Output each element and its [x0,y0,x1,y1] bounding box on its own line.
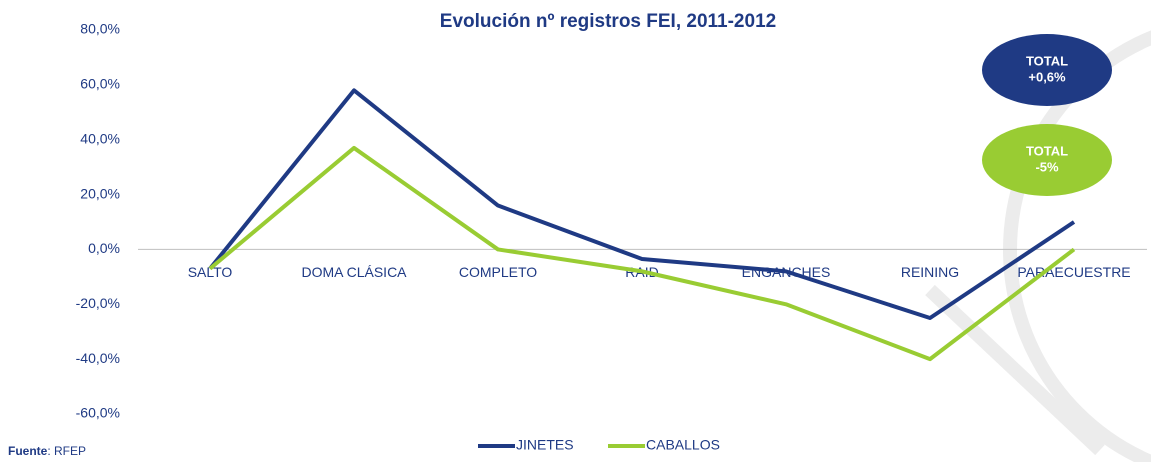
y-tick-label: -40,0% [76,350,120,366]
total-text: +0,6% [1028,69,1066,84]
y-tick-label: -20,0% [76,295,120,311]
total-badge [982,34,1112,106]
x-tick-label: COMPLETO [459,264,537,280]
legend-label: CABALLOS [646,437,720,453]
x-tick-label: DOMA CLÁSICA [301,264,407,280]
watermark-bar [925,284,1105,456]
total-text: -5% [1035,159,1059,174]
chart-title: Evolución nº registros FEI, 2011-2012 [440,11,776,32]
y-tick-label: 80,0% [80,21,120,37]
x-tick-label: REINING [901,264,959,280]
total-badge [982,124,1112,196]
watermark-ring [1003,30,1151,462]
y-tick-label: 0,0% [88,240,120,256]
series-line [208,145,1076,362]
series-line [208,88,1076,320]
source-label: Fuente [8,444,48,458]
y-tick-label: 40,0% [80,130,120,146]
watermark [925,30,1151,462]
y-tick-label: 60,0% [80,76,120,92]
source-text: : RFEP [47,444,86,458]
x-tick-label: SALTO [188,264,233,280]
x-tick-label: PARAECUESTRE [1017,264,1130,280]
y-tick-label: 20,0% [80,185,120,201]
legend-label: JINETES [516,437,574,453]
total-text: TOTAL [1026,53,1068,68]
y-tick-label: -60,0% [76,405,120,421]
total-text: TOTAL [1026,143,1068,158]
source: Fuente: RFEP [8,444,86,458]
